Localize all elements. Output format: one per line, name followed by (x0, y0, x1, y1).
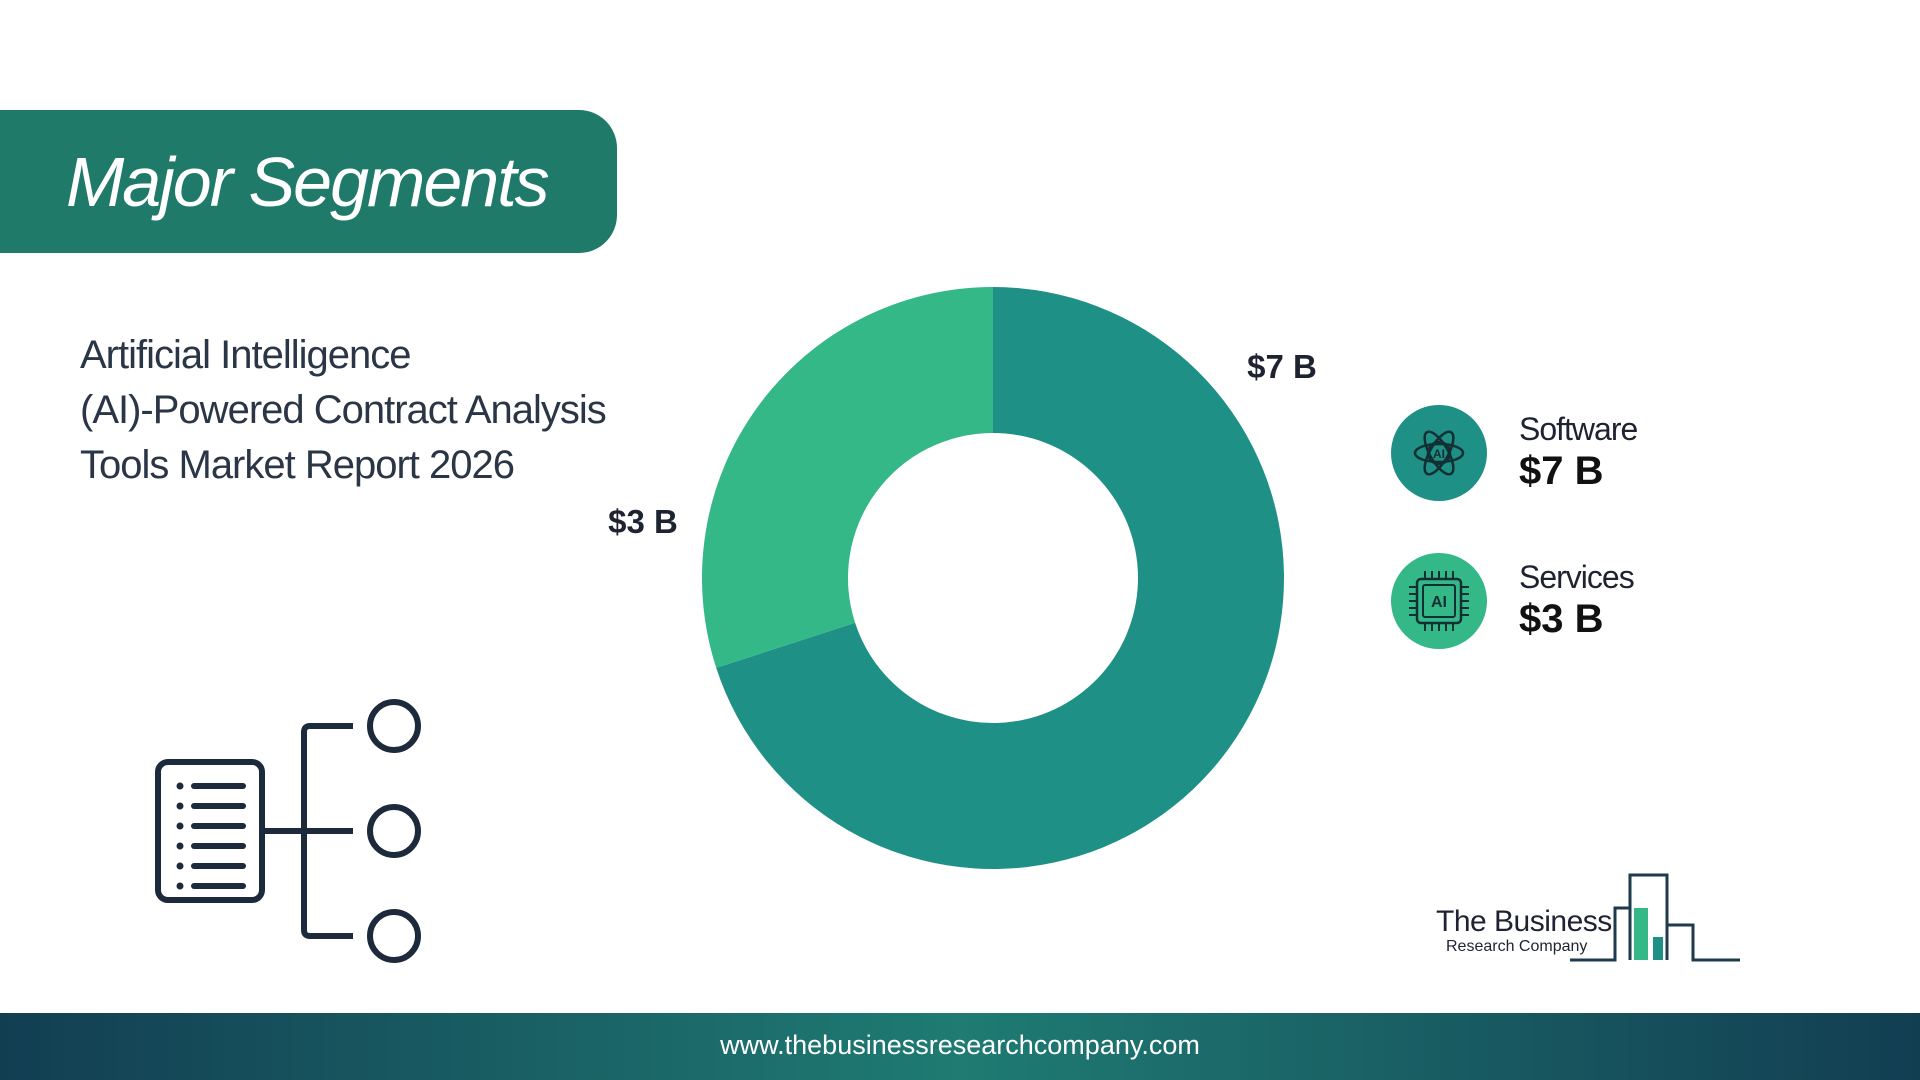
logo-text-line2: Research Company (1446, 938, 1588, 955)
report-title-line: (AI)-Powered Contract Analysis (80, 388, 607, 432)
segments-tree-icon (155, 699, 421, 963)
footer-url-link[interactable]: www.thebusinessresearchcompany.com (720, 1030, 1200, 1060)
report-title-line: Artificial Intelligence (80, 333, 412, 377)
logo-bars-icon (1570, 873, 1740, 962)
data-label-software: $7 B (1247, 348, 1317, 385)
legend-value: $3 B (1519, 597, 1604, 641)
svg-text:AI: AI (1431, 594, 1447, 611)
slice-services (702, 287, 993, 668)
logo-text-line1: The Business (1436, 905, 1612, 938)
legend-label: Services (1519, 559, 1635, 595)
legend-label: Software (1519, 411, 1638, 447)
company-logo: The Business Research Company (1430, 870, 1750, 970)
header-banner: Major Segments (0, 110, 617, 253)
svg-text:AI: AI (1433, 447, 1445, 461)
report-title: Artificial Intelligence (AI)-Powered Con… (80, 328, 640, 493)
data-label-services: $3 B (608, 503, 678, 540)
page-title: Major Segments (66, 143, 550, 221)
ai-atom-icon: AI (1391, 405, 1487, 501)
footer-bar: www.thebusinessresearchcompany.com (0, 1013, 1920, 1080)
report-title-line: Tools Market Report 2026 (80, 443, 515, 487)
ai-chip-icon: AI (1391, 553, 1487, 649)
slice-software (716, 287, 1284, 869)
legend-value: $7 B (1519, 449, 1604, 493)
